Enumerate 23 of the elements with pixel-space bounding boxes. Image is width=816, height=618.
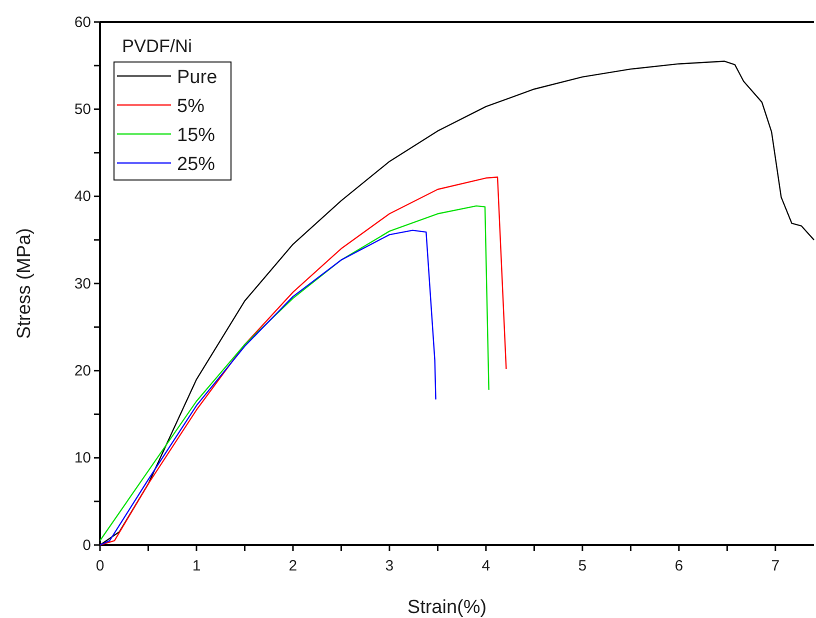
- y-axis-title: Stress (MPa): [14, 228, 35, 339]
- y-tick-label: 10: [74, 450, 91, 467]
- legend-label: 15%: [177, 125, 216, 146]
- x-tick-label: 1: [192, 558, 201, 574]
- legend-label: 5%: [177, 96, 205, 117]
- x-tick-label: 7: [771, 558, 780, 574]
- legend-title: PVDF/Ni: [122, 36, 192, 56]
- x-axis-title: Strain(%): [407, 597, 487, 618]
- x-tick-label: 6: [674, 558, 684, 574]
- x-tick-label: 0: [96, 558, 104, 574]
- y-tick-label: 60: [74, 14, 91, 31]
- x-tick-label: 3: [385, 558, 394, 574]
- y-tick-label: 50: [74, 100, 91, 118]
- legend-label: Pure: [177, 67, 218, 88]
- legend-label: 25%: [177, 154, 216, 175]
- y-tick-label: 20: [74, 362, 91, 380]
- x-tick-label: 2: [288, 558, 298, 574]
- y-tick-label: 30: [74, 275, 91, 292]
- line-series: [99, 230, 436, 546]
- x-tick-label: 4: [482, 558, 490, 574]
- y-tick-label: 40: [74, 188, 91, 206]
- y-tick-label: 0: [82, 536, 91, 554]
- x-tick-label: 5: [578, 558, 587, 574]
